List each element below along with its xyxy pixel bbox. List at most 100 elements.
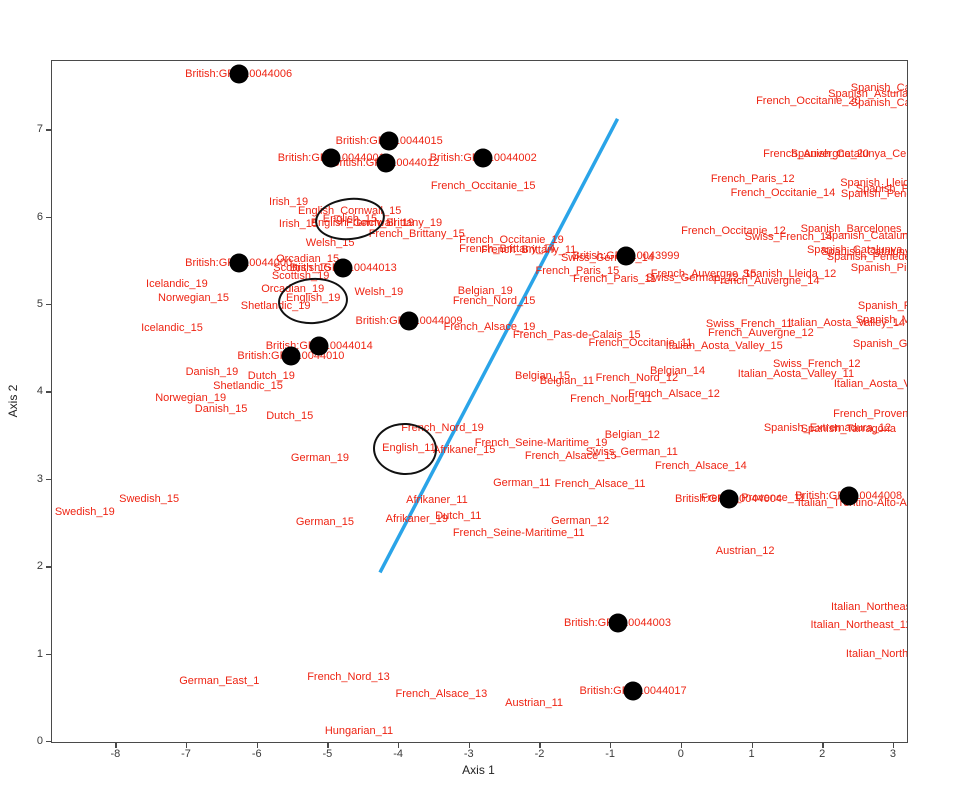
population-label: Swiss_French_14 [744,230,833,243]
population-label: Italian_Aosta_Val [833,378,907,391]
population-label: Danish_19 [185,366,239,379]
population-label: French_Brittany_15 [368,228,465,241]
x-tick-mark [610,742,612,748]
population-label: French_Occitanie_11 [588,337,693,350]
x-tick-mark [468,742,471,748]
population-label: Belgian_11 [539,374,594,387]
population-label: Shetlandic_15 [213,380,283,393]
population-label: French_Brittany_11 [481,243,577,256]
population-label: Belgian_12 [604,429,660,442]
population-label: French_Nord_12 [595,372,679,385]
population-label: Italian_Aosta_Valley_14 [787,317,906,330]
population-label: Belgian_15 [515,369,571,382]
population-label: French_Auvergne_12 [708,326,814,339]
population-label: Spanish_Catalunya_Cent [790,147,908,160]
population-label: English_11 [382,442,436,455]
population-label: French_Nord_13 [307,671,390,684]
population-label: Italian_Northeast_11 [810,618,908,631]
sample-dot [309,336,329,356]
population-label: Orcadian_19 [261,283,325,296]
population-label: French_Provenc [833,408,908,421]
population-label: Spanish_Gir [852,338,908,351]
population-label: French_Brittany_14 [459,242,556,255]
population-label: Austrian_12 [715,545,775,558]
population-label: Scottish_19 [271,270,330,283]
x-tick-label: 3 [889,748,896,760]
x-tick-label: -7 [181,748,191,760]
population-label: Belgian_14 [650,365,706,378]
sample-dot [623,681,643,701]
x-tick-label: -6 [251,748,262,760]
population-label: French_Alsace_12 [628,388,720,401]
y-tick-label: 4 [36,385,43,398]
population-label: German_19 [290,451,350,464]
population-label: German_15 [295,515,354,528]
population-label: Shetlandic_19 [240,299,311,312]
x-tick-mark [822,742,824,748]
population-label: French_Seine-Maritime_19 [474,436,608,449]
population-label: Spanish_Lleida [840,177,908,190]
population-label: Austrian_11 [505,697,564,710]
population-label: English_Cornwall_15 [298,205,402,218]
x-tick-mark [115,742,117,748]
sample-dot [321,148,341,168]
x-tick-label: -1 [605,748,616,760]
sample-dot [229,253,249,273]
population-label: Spanish_Lleida_12 [742,268,837,281]
population-label: German_12 [551,514,610,527]
x-tick-label: -5 [322,748,333,760]
population-label: French_Occitanie_15 [430,180,536,193]
population-label: French_Auvergne_14 [713,275,820,288]
population-label: French_Paris_15 [535,264,620,277]
population-label: Irish_15 [278,217,319,230]
x-tick-label: -2 [534,748,545,760]
population-label: French_Auvergne_20 [763,147,869,160]
population-label: Spanish_Catalunya [824,229,908,242]
population-label: Icelandic_15 [141,321,203,334]
y-tick-label: 5 [36,298,43,310]
y-tick-mark [46,653,51,655]
y-tick-mark [46,216,51,218]
sample-dot [281,346,301,366]
population-label: Dutch_19 [247,369,295,382]
population-label: English_19 [285,291,341,304]
population-label: French_Occitanie_20 [756,95,861,108]
population-label: Swiss_French_12 [773,358,861,371]
population-label: Belgian_19 [457,284,513,297]
y-tick-mark [46,129,51,131]
y-tick-label: 2 [36,560,43,573]
x-tick-label: 2 [819,748,826,760]
x-tick-mark [398,742,400,748]
population-label: French_Occitanie_12 [681,224,786,237]
population-label: Swiss_German_11 [585,445,678,458]
population-label: Italian_Aosta_Valley_11 [737,367,855,380]
population-label: Dutch_15 [266,409,314,422]
sample-dot [333,258,353,278]
y-tick-label: 7 [36,123,43,136]
x-tick-mark [751,742,753,748]
sample-dot [376,153,396,173]
x-tick-label: 1 [748,748,755,760]
population-label: Norwegian_19 [155,392,227,405]
population-label: French_Occitanie_14 [730,187,836,200]
population-label: Afrikaner_15 [433,443,496,456]
population-label: Spanish_Pe [857,299,907,312]
population-label: French_Pas-de-Calais_15 [512,328,641,341]
population-label: Spanish_Pirin [850,262,907,275]
sample-dot [839,486,859,506]
population-label: Spanish_Catalunya_Ce [821,245,907,258]
x-tick-label: -3 [463,748,474,760]
sample-dot [616,246,636,266]
sample-dot [719,489,738,509]
plot-area: French_Occitanie_15 Irish_19 English_Cornw… [51,60,908,743]
population-label: Spanish_Can [850,82,907,95]
population-label: Afrikaner_11 [406,493,468,506]
x-tick-mark [539,742,541,748]
x-tick-mark [256,742,258,748]
population-label: English_Cornwall_19 [310,216,415,229]
y-tick-mark [46,741,51,743]
population-label: German_11 [493,477,551,490]
population-label: French_Paris_12 [710,173,795,186]
population-label: French_Alsace_14 [654,459,747,472]
sample-dot [473,148,493,168]
